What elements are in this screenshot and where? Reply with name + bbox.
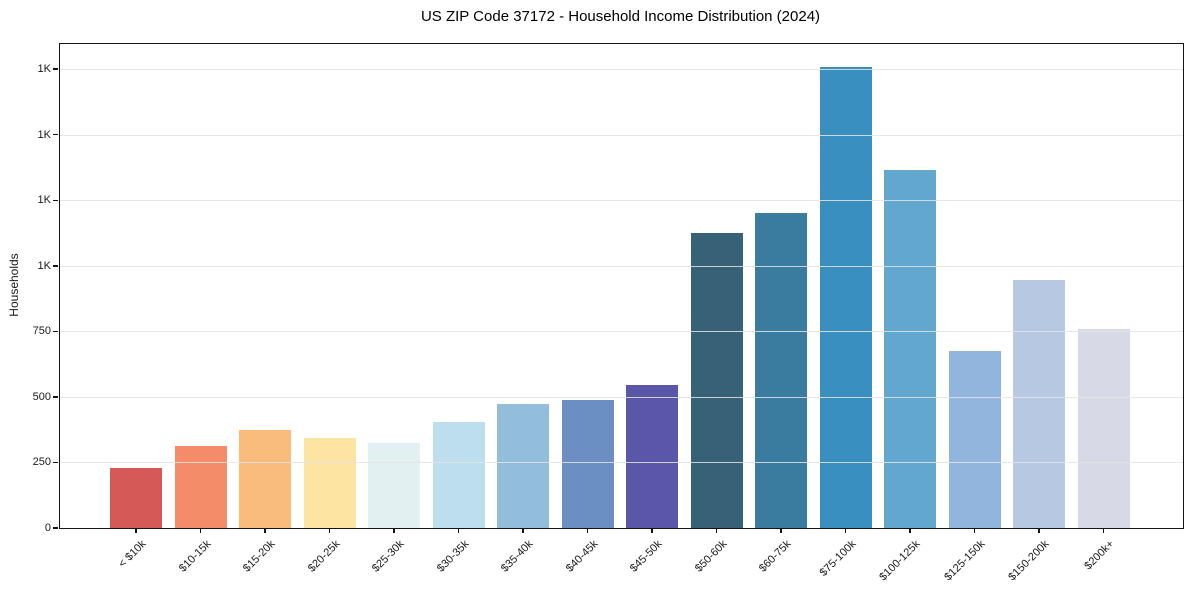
y-tick-label: 1K: [37, 194, 51, 207]
gridline: [60, 200, 1183, 202]
bar: [884, 170, 936, 528]
y-tick-label: 500: [32, 390, 51, 403]
bar: [174, 446, 227, 528]
bar: [561, 400, 614, 528]
x-tick-label: $50-60k: [692, 538, 729, 575]
y-tick-label: 1K: [37, 63, 51, 76]
gridline: [60, 69, 1183, 71]
x-tick-label: $40-45k: [563, 538, 600, 575]
plot-area: 0 250 500 750 1K 1K 1K 1K < $10k $10-15k $15-20k $2…: [33, 43, 1184, 583]
x-tick-label: < $10k: [116, 538, 149, 571]
y-tick-mark: [53, 396, 58, 398]
x-tick-label: $30-35k: [434, 538, 471, 575]
bar: [368, 442, 420, 528]
bar: [497, 404, 549, 528]
y-tick-mark: [53, 527, 58, 529]
y-tick-label: 1K: [37, 259, 51, 272]
x-tick-mark: [1038, 528, 1040, 533]
bar: [303, 438, 356, 528]
bar: [948, 351, 1001, 528]
x-tick-mark: [586, 528, 589, 533]
x-tick-label: $100-125k: [877, 538, 923, 584]
x-tick-mark: [780, 528, 782, 533]
x-tick-mark: [844, 528, 847, 533]
x-tick-label: $45-50k: [627, 538, 665, 575]
bar: [626, 385, 678, 528]
bar: [1077, 328, 1130, 528]
bar: [819, 67, 872, 528]
bar: [110, 468, 162, 528]
x-tick-mark: [457, 528, 460, 533]
x-tick-mark: [909, 528, 911, 533]
bar: [432, 421, 485, 528]
y-tick-mark: [53, 265, 58, 267]
x-tick-mark: [651, 528, 653, 533]
x-tick-label: $150-200k: [1006, 538, 1052, 584]
chart-title: US ZIP Code 37172 - Household Income Dis…: [420, 8, 821, 25]
y-tick-label: 750: [32, 325, 51, 338]
x-tick-label: $20-25k: [305, 538, 342, 575]
gridline: [60, 134, 1183, 136]
x-tick-label: $15-20k: [240, 538, 278, 575]
y-tick-mark: [53, 134, 58, 136]
y-axis-label: Households: [7, 253, 21, 317]
bar: [755, 213, 807, 528]
x-tick-mark: [973, 528, 976, 533]
x-tick-mark: [328, 528, 331, 533]
x-tick-label: $10-15k: [176, 538, 213, 575]
bar: [690, 232, 743, 528]
gridline: [60, 265, 1183, 267]
bar: [239, 430, 291, 528]
x-tick-mark: [393, 528, 395, 533]
y-tick-mark: [53, 330, 58, 333]
x-tick-mark: [264, 528, 266, 533]
bar: [1013, 279, 1065, 528]
y-tick-label: 0: [44, 522, 51, 534]
y-tick-mark: [53, 68, 58, 70]
x-tick-label: $200k+: [1081, 538, 1116, 573]
y-tick-mark: [53, 199, 58, 201]
x-tick-label: $125-150k: [941, 538, 987, 584]
x-tick-mark: [199, 528, 202, 533]
x-tick-label: $75-100k: [817, 538, 858, 579]
x-tick-mark: [715, 528, 718, 533]
x-tick-mark: [1102, 528, 1105, 533]
x-tick-label: $60-75k: [756, 538, 794, 575]
x-tick-mark: [522, 528, 524, 533]
x-tick-label: $35-40k: [498, 538, 536, 575]
x-tick-mark: [135, 528, 137, 533]
x-tick-label: $25-30k: [369, 538, 407, 575]
y-tick-label: 1K: [37, 128, 51, 141]
y-tick-label: 250: [32, 456, 51, 469]
y-tick-mark: [53, 461, 58, 464]
